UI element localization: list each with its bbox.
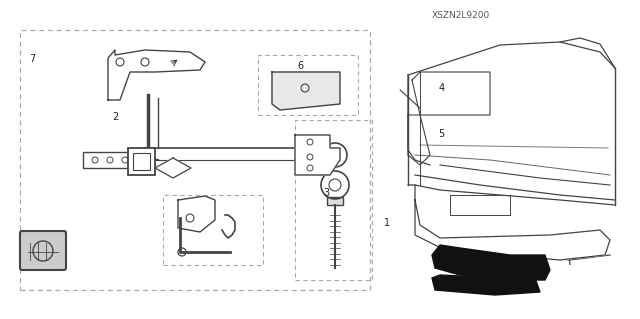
Polygon shape: [408, 115, 430, 165]
Polygon shape: [415, 185, 610, 260]
Text: 5: 5: [438, 129, 445, 139]
Text: 2: 2: [112, 112, 118, 122]
Text: 1: 1: [384, 219, 390, 228]
Bar: [258, 55, 358, 115]
Polygon shape: [432, 245, 550, 280]
Polygon shape: [408, 42, 615, 210]
Text: 6: 6: [298, 61, 304, 70]
Bar: [163, 195, 263, 265]
Polygon shape: [432, 275, 540, 295]
Text: 4: 4: [438, 83, 445, 93]
Polygon shape: [108, 50, 205, 100]
Polygon shape: [155, 158, 191, 178]
Bar: [327, 197, 343, 205]
Text: 7: 7: [29, 54, 35, 64]
Text: XSZN2L9200: XSZN2L9200: [431, 11, 490, 19]
Bar: [295, 120, 372, 280]
Polygon shape: [272, 72, 340, 110]
Bar: [128, 148, 155, 175]
Bar: [83, 152, 141, 168]
Bar: [20, 30, 370, 290]
Text: 3: 3: [323, 188, 330, 198]
Bar: [133, 153, 150, 170]
Polygon shape: [178, 196, 215, 232]
FancyBboxPatch shape: [20, 231, 66, 270]
Polygon shape: [295, 135, 340, 175]
Polygon shape: [412, 72, 490, 115]
